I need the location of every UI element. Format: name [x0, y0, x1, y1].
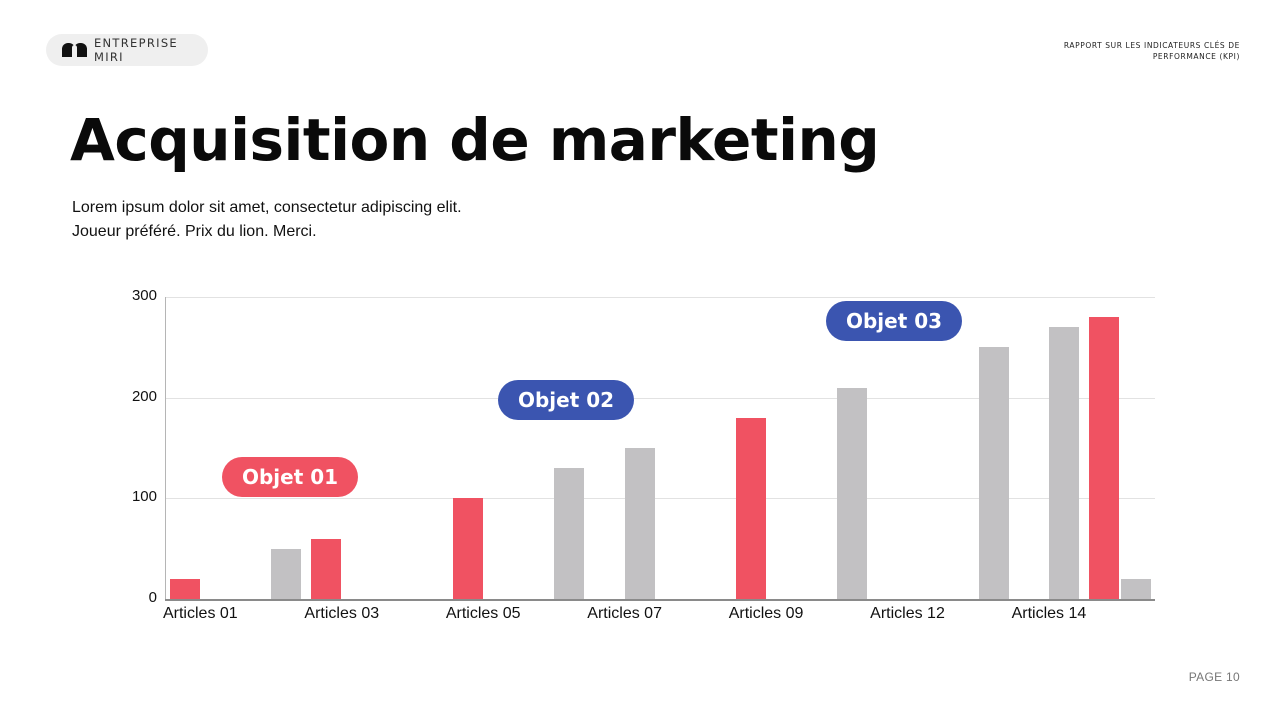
bar-gray [1121, 578, 1151, 599]
x-tick-label: Articles 03 [304, 605, 380, 622]
bar-red [311, 538, 342, 599]
y-tick-label: 100 [131, 488, 157, 506]
subtitle-line-1: Lorem ipsum dolor sit amet, consectetur … [72, 199, 462, 216]
y-tick-label: 300 [131, 287, 157, 304]
bar-gray [271, 548, 302, 599]
gridline [165, 297, 1155, 298]
bar-red [170, 578, 200, 599]
x-axis [165, 599, 1155, 601]
page-title: Acquisition de marketing [70, 106, 880, 174]
bar-gray [625, 448, 655, 599]
x-tick-label: Articles 07 [587, 605, 662, 622]
bar-red [1089, 317, 1120, 599]
y-axis [165, 297, 166, 599]
y-tick-label: 200 [131, 387, 157, 405]
annotation-pill-3: Objet 03 [826, 301, 962, 341]
annotation-pill-2: Objet 02 [498, 380, 634, 420]
brand-logo-icon [62, 43, 87, 57]
report-title: RAPPORT SUR LES INDICATEURS CLÉS DE PERF… [1063, 41, 1240, 61]
brand-badge: ENTREPRISE MIRI [46, 34, 208, 66]
bar-gray [978, 347, 1009, 599]
x-tick-label: Articles 14 [1011, 605, 1087, 622]
bar-gray [1049, 327, 1080, 599]
bar-gray [554, 468, 585, 599]
bar-gray [837, 387, 868, 599]
bar-red [735, 417, 766, 599]
gridline [165, 498, 1155, 500]
subtitle-line-2: Joueur préféré. Prix du lion. Merci. [72, 223, 317, 240]
subtitle: Lorem ipsum dolor sit amet, consectetur … [72, 196, 462, 244]
x-tick-label: Articles 05 [445, 605, 521, 622]
x-tick-label: Articles 12 [870, 605, 945, 622]
annotation-pill-1: Objet 01 [222, 457, 358, 497]
bar-red [452, 498, 483, 599]
page-number: PAGE 10 [1188, 670, 1240, 684]
gridline [165, 397, 1155, 399]
y-tick-label: 0 [148, 589, 157, 606]
x-tick-label: Articles 01 [162, 605, 238, 622]
brand-name: ENTREPRISE MIRI [93, 36, 179, 64]
x-tick-label: Articles 09 [728, 605, 804, 622]
